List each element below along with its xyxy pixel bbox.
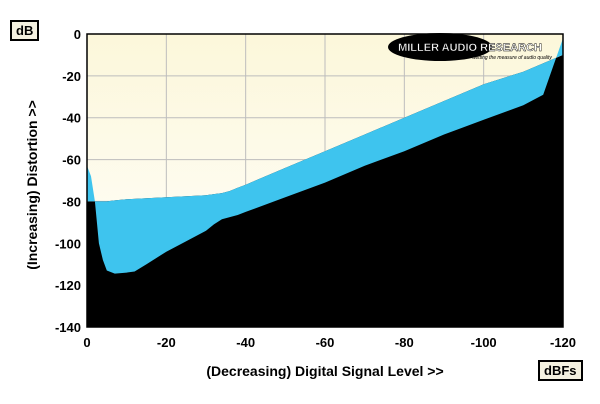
x-unit-label: dBFs — [538, 360, 583, 381]
x-tick-label: -100 — [471, 335, 497, 350]
plot-frame — [86, 33, 564, 328]
brand-logo: MILLER AUDIO RESEARCH Setting the measur… — [388, 33, 552, 61]
x-axis-label: (Decreasing) Digital Signal Level >> — [206, 363, 443, 379]
y-tick-label: -40 — [62, 111, 81, 126]
y-tick-label: -80 — [62, 194, 81, 209]
y-tick-label: -60 — [62, 153, 81, 168]
y-tick-label: -120 — [55, 278, 81, 293]
y-tick-label: -140 — [55, 320, 81, 335]
x-tick-label: -80 — [395, 335, 414, 350]
x-tick-label: -20 — [157, 335, 176, 350]
y-tick-label: -20 — [62, 69, 81, 84]
y-tick-label: -100 — [55, 236, 81, 251]
y-unit-label: dB — [10, 20, 40, 41]
logo-tagline: Setting the measure of audio quality — [472, 55, 552, 61]
y-tick-label: 0 — [74, 27, 81, 42]
x-tick-labels: 0 -20 -40 -60 -80 -100 -120 — [83, 335, 576, 350]
logo-brand: MILLER AUDIO RESEARCH — [398, 42, 542, 54]
x-tick-label: -120 — [550, 335, 576, 350]
y-tick-labels: 0 -20 -40 -60 -80 -100 -120 -140 — [55, 27, 81, 335]
y-axis-label: (Increasing) Distortion >> — [24, 100, 40, 270]
x-tick-label: -60 — [316, 335, 335, 350]
distortion-band — [87, 38, 563, 274]
x-tick-label: 0 — [83, 335, 90, 350]
x-tick-label: -40 — [236, 335, 255, 350]
